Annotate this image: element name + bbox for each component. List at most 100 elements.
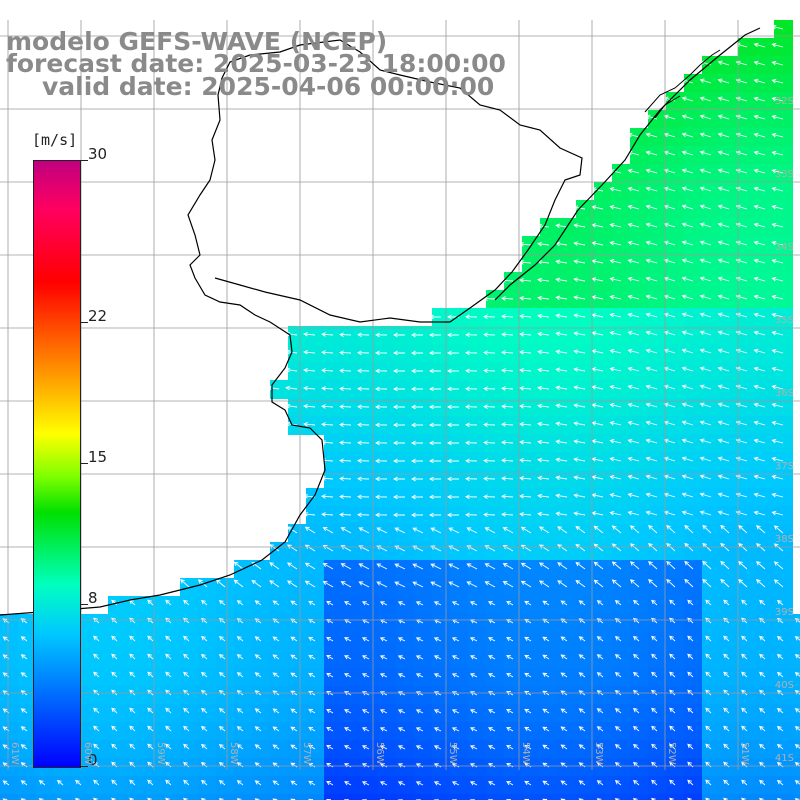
wind-cell — [702, 722, 721, 741]
lat-label: 34S — [774, 242, 794, 253]
wind-arrow — [681, 114, 694, 120]
wind-cell — [342, 794, 361, 800]
wind-arrow — [699, 456, 712, 462]
wind-cell — [414, 614, 433, 633]
wind-cell — [306, 380, 325, 399]
wind-cell — [666, 326, 685, 345]
wind-arrow — [627, 294, 640, 300]
wind-cell — [522, 758, 541, 777]
wind-arrow — [429, 350, 442, 356]
wind-cell — [648, 542, 667, 561]
wind-arrow — [759, 635, 766, 642]
wind-arrow — [308, 726, 316, 732]
wind-cell — [486, 578, 505, 597]
wind-arrow — [147, 725, 154, 732]
wind-arrow — [611, 561, 622, 570]
wind-cell — [378, 758, 397, 777]
wind-arrow — [681, 186, 694, 192]
wind-cell — [684, 416, 703, 435]
wind-cell — [378, 398, 397, 417]
wind-arrow — [506, 709, 514, 714]
wind-arrow — [340, 581, 352, 588]
wind-arrow — [111, 671, 118, 678]
wind-arrow — [609, 258, 622, 264]
wind-arrow — [375, 368, 388, 374]
wind-cell — [450, 686, 469, 705]
wind-cell — [558, 614, 577, 633]
wind-cell — [288, 614, 307, 633]
wind-cell — [756, 272, 775, 291]
wind-cell — [414, 632, 433, 651]
wind-arrow — [717, 132, 730, 138]
wind-cell — [342, 686, 361, 705]
wind-arrow — [573, 511, 586, 516]
lat-label: 39S — [774, 607, 794, 618]
wind-arrow — [415, 691, 424, 696]
wind-cell — [684, 164, 703, 183]
wind-cell — [162, 596, 181, 615]
wind-cell — [702, 164, 721, 183]
colorbar — [33, 160, 81, 768]
wind-arrow — [717, 366, 730, 372]
wind-arrow — [663, 222, 676, 228]
wind-cell — [378, 488, 397, 507]
wind-arrow — [93, 635, 100, 642]
wind-cell — [630, 236, 649, 255]
colorbar-tick — [80, 463, 88, 464]
wind-cell — [486, 722, 505, 741]
wind-arrow — [753, 132, 766, 138]
wind-arrow — [627, 420, 640, 426]
wind-arrow — [326, 637, 334, 642]
wind-cell — [630, 398, 649, 417]
wind-cell — [252, 776, 271, 795]
wind-arrow — [111, 707, 118, 714]
wind-arrow — [506, 655, 514, 660]
wind-cell — [162, 668, 181, 687]
wind-arrow — [771, 42, 784, 48]
wind-cell — [414, 488, 433, 507]
wind-arrow — [759, 707, 766, 714]
wind-cell — [378, 452, 397, 471]
wind-cell — [648, 344, 667, 363]
wind-cell — [288, 380, 307, 399]
wind-cell — [342, 416, 361, 435]
wind-arrow — [447, 512, 460, 518]
lagoon-outline — [644, 49, 721, 119]
wind-cell — [666, 722, 685, 741]
wind-arrow — [645, 330, 658, 336]
wind-cell — [684, 398, 703, 417]
wind-cell — [450, 704, 469, 723]
wind-cell — [90, 722, 109, 741]
wind-cell — [486, 506, 505, 525]
wind-cell — [90, 704, 109, 723]
wind-arrow — [236, 798, 242, 800]
wind-cell — [486, 362, 505, 381]
wind-arrow — [575, 579, 586, 588]
wind-cell — [576, 578, 595, 597]
wind-arrow — [397, 601, 406, 606]
wind-cell — [612, 470, 631, 489]
wind-cell — [504, 290, 523, 309]
wind-cell — [612, 488, 631, 507]
wind-arrow — [537, 313, 550, 319]
wind-arrow — [397, 745, 406, 750]
wind-arrow — [542, 726, 550, 732]
wind-arrow — [681, 330, 694, 336]
wind-arrow — [357, 386, 370, 392]
wind-cell — [396, 614, 415, 633]
wind-cell — [486, 560, 505, 579]
wind-cell — [378, 794, 397, 800]
lon-label: 53W — [593, 742, 604, 765]
wind-arrow — [627, 168, 640, 174]
wind-arrow — [111, 653, 118, 660]
wind-arrow — [357, 404, 370, 410]
wind-cell — [738, 398, 757, 417]
wind-arrow — [411, 458, 423, 464]
wind-arrow — [379, 727, 388, 732]
wind-cell — [360, 578, 379, 597]
wind-arrow — [394, 527, 406, 534]
wind-cell — [432, 632, 451, 651]
wind-arrow — [357, 458, 370, 464]
wind-arrow — [542, 672, 550, 678]
wind-arrow — [501, 476, 514, 481]
